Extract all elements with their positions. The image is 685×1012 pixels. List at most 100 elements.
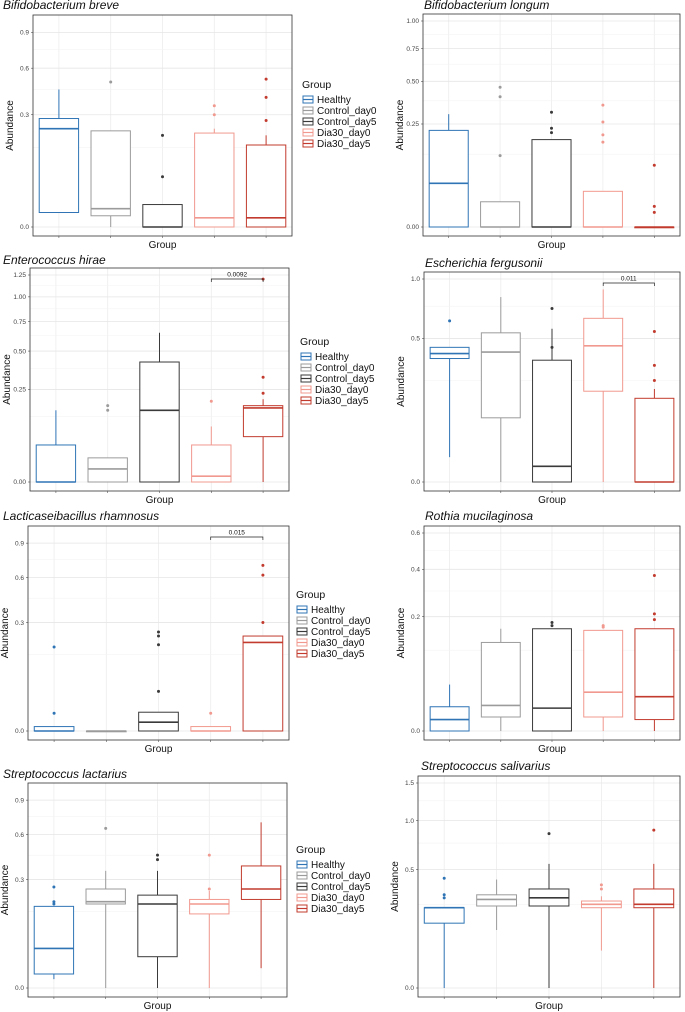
box-body (137, 894, 178, 958)
box-control-day5 (138, 630, 179, 732)
legend-label: Dia30_day5 (317, 139, 371, 150)
box-healthy (33, 645, 75, 732)
p-value-label: 0.0092 (227, 272, 247, 279)
p-value-label: 0.015 (229, 530, 246, 537)
y-axis-label: Abundance (0, 607, 11, 658)
legend-title: Group (302, 79, 331, 91)
chart-title: Escherichia fergusonii (425, 256, 543, 270)
box-body (189, 898, 230, 915)
box-body (245, 144, 287, 228)
legend-label: Dia30_day5 (311, 649, 365, 660)
box-dia30-day0 (582, 103, 623, 228)
box-control-day0 (480, 85, 521, 228)
panel-3: Enterococcus hirae 0.00 0.25 0.50 0.75 1.00 1.… (2, 253, 375, 506)
box-body (35, 444, 77, 483)
legend: GroupHealthyControl_day0Control_day5Dia3… (300, 336, 375, 407)
y-tick-label: 0.6 (15, 832, 24, 839)
outlier-point (442, 896, 446, 900)
y-tick-label: 0.00 (406, 224, 419, 231)
box-body (90, 130, 131, 217)
box-dia30-day5 (245, 77, 287, 228)
box-body (583, 317, 624, 392)
y-tick-label: 0.0 (15, 728, 24, 735)
y-tick-label: 0.9 (15, 797, 24, 804)
box-healthy (429, 319, 470, 458)
outlier-point (207, 853, 211, 857)
outlier-point (104, 826, 108, 830)
y-tick-label: 0.2 (411, 614, 420, 621)
legend-label: Dia30_day0 (311, 638, 365, 649)
box-dia30-day5 (240, 822, 282, 969)
outlier-point (261, 573, 265, 577)
box-healthy (35, 410, 77, 483)
legend-key-healthy: Healthy (300, 352, 349, 363)
y-tick-label: 0.9 (20, 30, 29, 37)
legend-title: Group (296, 844, 325, 856)
legend-key-dia30-day0: Dia30_day0 (296, 638, 365, 649)
y-axis-label: Abundance (5, 100, 16, 151)
y-tick-label: 1.00 (13, 294, 26, 301)
outlier-point (550, 621, 554, 625)
legend-key-healthy: Healthy (296, 860, 345, 871)
box-control-day5 (137, 853, 178, 988)
legend-label: Healthy (317, 95, 351, 106)
panel-8: Streptococcus salivarius 0.0 0.5 1.0 1.5 Grou… (390, 759, 681, 1012)
panel-4: Escherichia fergusonii 0.0 0.5 1.0 0.011 Grou… (396, 256, 681, 506)
x-axis-label: Group (144, 1001, 172, 1012)
box-healthy (423, 876, 465, 988)
y-tick-label: 0.75 (406, 46, 419, 53)
outlier-point (209, 711, 213, 715)
outlier-point (498, 85, 502, 89)
legend-title: Group (296, 589, 325, 601)
box-body (33, 905, 75, 975)
y-tick-label: 0.3 (15, 620, 24, 627)
legend-label: Control_day0 (317, 106, 377, 117)
outlier-point (652, 612, 656, 616)
outlier-point (601, 120, 605, 124)
outlier-point (261, 391, 265, 395)
box-control-day5 (528, 832, 570, 988)
legend-key-dia30-day5: Dia30_day5 (300, 396, 369, 407)
y-tick-label: 0.25 (406, 121, 419, 128)
significance-bracket (210, 536, 264, 540)
box-body (240, 865, 282, 900)
panel-7: Streptococcus lactarius 0.0 0.3 0.6 0.9 Group… (0, 767, 371, 1012)
box-body (532, 628, 572, 732)
box-control-day0 (87, 404, 128, 483)
outlier-point (264, 77, 268, 81)
outlier-point (157, 634, 160, 638)
box-body (532, 359, 572, 483)
box-control-day5 (532, 621, 572, 732)
outlier-point (599, 887, 603, 891)
box-body (582, 190, 623, 228)
chart-title: Streptococcus salivarius (421, 759, 550, 773)
outlier-point (601, 624, 605, 628)
outlier-point (52, 711, 56, 715)
legend-key-dia30-day5: Dia30_day5 (296, 904, 365, 915)
panel-5: Lacticaseibacillus rhamnosus 0.0 0.3 0.6 0.9… (0, 509, 371, 755)
legend-label: Control_day5 (317, 117, 377, 128)
box-body (480, 641, 521, 718)
box-dia30-day0 (194, 104, 235, 228)
outlier-point (652, 574, 656, 578)
box-control-day5 (531, 110, 572, 228)
legend-label: Healthy (311, 860, 345, 871)
y-tick-label: 1.0 (405, 818, 414, 825)
box-dia30-day5 (242, 563, 284, 732)
outlier-point (550, 110, 553, 114)
legend-key-dia30-day0: Dia30_day0 (296, 893, 365, 904)
x-axis-label: Group (535, 1001, 563, 1012)
y-tick-label: 0.50 (406, 79, 419, 86)
box-body (87, 457, 128, 483)
box-body (634, 628, 675, 721)
outlier-point (212, 104, 216, 108)
box-body (634, 397, 675, 483)
x-axis-label: Group (538, 744, 566, 755)
y-axis-label: Abundance (396, 356, 407, 407)
box-control-day0 (480, 628, 521, 731)
y-tick-label: 0.50 (13, 348, 26, 355)
legend-label: Dia30_day0 (317, 128, 371, 139)
box-body (480, 332, 521, 419)
outlier-point (652, 210, 656, 214)
